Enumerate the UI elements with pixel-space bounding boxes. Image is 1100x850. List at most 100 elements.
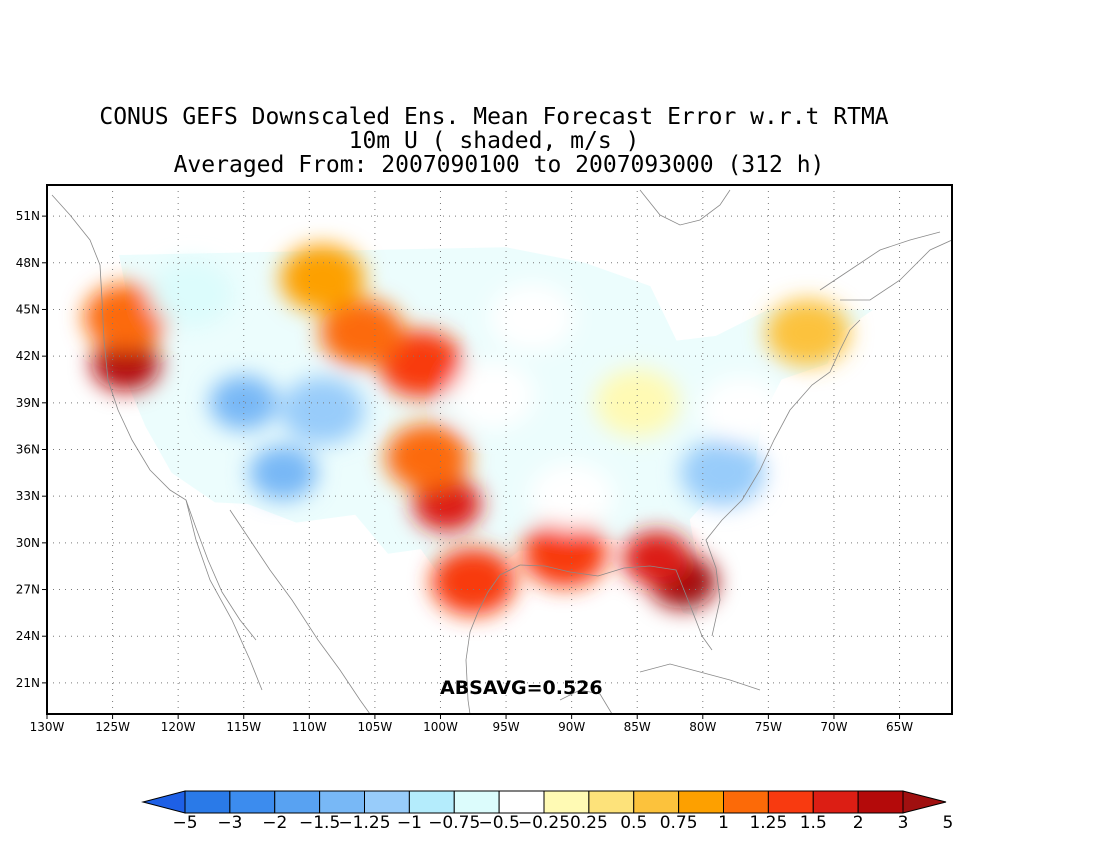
colorbar-swatch <box>543 790 590 814</box>
latitude-tick-label: 36N <box>16 443 40 457</box>
latitude-tick-label: 24N <box>16 629 40 643</box>
longitude-tick-label: 115W <box>226 720 261 734</box>
colorbar-swatch <box>812 790 859 814</box>
longitude-tick-label: 90W <box>558 720 585 734</box>
colorbar-label: −1.5 <box>299 813 340 833</box>
latitude-tick-label: 21N <box>16 676 40 690</box>
latitude-tick-label: 45N <box>16 302 40 316</box>
colorbar-swatch <box>723 790 769 814</box>
colorbar-swatch <box>364 790 410 814</box>
colorbar-label: −2 <box>262 813 287 833</box>
shading-patch <box>765 299 850 367</box>
west-coast-outline <box>51 194 263 691</box>
longitude-tick-label: 70W <box>820 720 847 734</box>
longitude-tick-label: 130W <box>30 720 65 734</box>
colorbar-swatch <box>767 790 814 814</box>
longitude-tick-label: 105W <box>358 720 393 734</box>
shading-patch <box>149 260 234 328</box>
shading-patch <box>700 377 785 445</box>
shading-patch <box>490 283 575 351</box>
colorbar-swatch <box>274 790 321 814</box>
latitude-tick-label: 27N <box>16 583 40 597</box>
colorbar-swatch <box>408 790 455 814</box>
cuba-outline <box>639 663 761 691</box>
longitude-tick-label: 125W <box>95 720 130 734</box>
longitude-axis: 130W 125W 120W 115W 110W 105W 100W 95W 90W 85W 80W… <box>30 714 913 734</box>
shading-patch <box>431 548 516 616</box>
shading-patch <box>91 336 160 392</box>
colorbar-label: −1 <box>397 813 422 833</box>
shading-patch <box>83 283 168 351</box>
shading-patch <box>280 377 365 445</box>
colorbar-label: −3 <box>217 813 242 833</box>
colorbar-swatch <box>633 790 680 814</box>
colorbar-label: 0.75 <box>660 813 698 833</box>
colorbar-label: −5 <box>172 813 197 833</box>
shading-patch <box>249 445 318 500</box>
hudson-bay-outline <box>639 189 731 226</box>
longitude-tick-label: 85W <box>624 720 651 734</box>
figure-title-line2: 10m U ( shaded, m/s ) <box>349 128 640 154</box>
shading-patch <box>680 439 765 507</box>
colorbar-swatch <box>588 790 635 814</box>
gulf-coast-outline <box>465 564 521 714</box>
latitude-tick-label: 30N <box>16 536 40 550</box>
latitude-tick-label: 42N <box>16 349 40 363</box>
colorbar-label: 1.25 <box>749 813 787 833</box>
shading-patch <box>385 423 470 491</box>
colorbar-swatch <box>229 790 276 814</box>
shading-patch <box>209 375 278 430</box>
latitude-tick-label: 48N <box>16 256 40 270</box>
absavg-label: ABSAVG=0.526 <box>440 677 603 699</box>
latitude-axis: 21N 24N 27N 30N 33N 36N 39N 42N 45N 48N 51N <box>16 209 47 690</box>
yucatan-outline <box>559 689 613 714</box>
colorbar-label: −0.5 <box>478 813 519 833</box>
coastline-layer <box>51 189 952 714</box>
shading-patch <box>450 361 535 429</box>
canada-maritimes-outline <box>840 239 952 301</box>
colorbar-swatch <box>453 790 500 814</box>
colorbar-label: 5 <box>942 813 953 833</box>
colorbar-label: 0.5 <box>620 813 647 833</box>
colorbar-swatch <box>678 790 724 814</box>
colorbar-label: 1.5 <box>800 813 827 833</box>
colorbar-label: 0.25 <box>570 813 608 833</box>
shading-patch <box>622 531 691 586</box>
figure-title-line3: Averaged From: 2007090100 to 2007093000 … <box>174 152 825 178</box>
error-shading-layer <box>83 244 874 616</box>
colorbar-label: −1.25 <box>338 813 390 833</box>
longitude-tick-label: 80W <box>689 720 716 734</box>
colorbar-label: 2 <box>853 813 864 833</box>
colorbar-label: 1 <box>718 813 729 833</box>
colorbar-label: −0.75 <box>428 813 480 833</box>
colorbar-swatch <box>319 790 365 814</box>
longitude-tick-label: 65W <box>886 720 913 734</box>
map-plot-area: ABSAVG=0.526 <box>47 185 952 714</box>
shading-patch <box>595 369 680 437</box>
longitude-tick-label: 100W <box>423 720 458 734</box>
colorbar: −5 −3 −2 −1.5−1.25 −1 −0.75−0.5−0.25 0.25 0.5 0.… <box>141 790 953 833</box>
baja-peninsula-outline <box>185 499 257 641</box>
east-coast-outline <box>705 319 861 637</box>
colorbar-swatch <box>857 790 904 814</box>
colorbar-low-arrow <box>141 790 186 814</box>
figure-title-line1: CONUS GEFS Downscaled Ens. Mean Forecast… <box>99 104 888 130</box>
colorbar-label: −0.25 <box>518 813 570 833</box>
longitude-tick-label: 110W <box>292 720 327 734</box>
conus-shaded-domain <box>119 247 874 616</box>
labrador-coast-outline <box>819 231 941 291</box>
graticule-grid <box>47 185 952 714</box>
mexico-west-coast-outline <box>229 509 371 714</box>
colorbar-swatch <box>184 790 231 814</box>
shading-patch <box>280 244 365 312</box>
colorbar-high-arrow <box>902 790 947 814</box>
colorbar-label: 3 <box>898 813 909 833</box>
longitude-tick-label: 95W <box>492 720 519 734</box>
shading-patch <box>319 299 404 367</box>
latitude-tick-label: 39N <box>16 396 40 410</box>
shading-patch <box>529 462 614 530</box>
longitude-tick-label: 120W <box>161 720 196 734</box>
us-gulf-coast-outline <box>519 564 713 651</box>
longitude-tick-label: 75W <box>755 720 782 734</box>
latitude-tick-label: 33N <box>16 489 40 503</box>
